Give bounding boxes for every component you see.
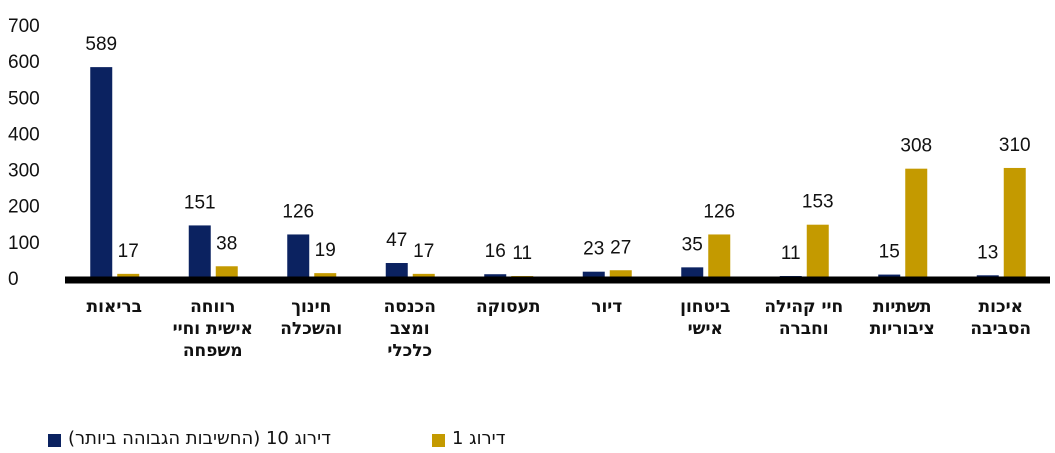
bar xyxy=(708,234,731,280)
x-tick-label: איכות הסביבה xyxy=(970,297,1032,339)
data-label: 126 xyxy=(703,201,735,222)
bar xyxy=(188,225,211,280)
x-tick-label: בריאות xyxy=(86,297,142,317)
x-tick-label: חיי קהילה וחברה xyxy=(764,297,844,339)
data-label: 27 xyxy=(610,237,631,258)
data-label: 11 xyxy=(512,243,532,264)
y-tick-label: 700 xyxy=(8,16,40,37)
legend-swatch xyxy=(48,434,61,447)
x-tick-label: רווחה אישית וחיי משפחה xyxy=(172,297,253,361)
bar xyxy=(287,234,310,280)
bar xyxy=(90,67,113,281)
legend-swatch xyxy=(432,434,445,447)
data-label: 17 xyxy=(413,241,434,262)
data-label: 310 xyxy=(999,135,1031,156)
data-label: 15 xyxy=(879,242,900,263)
x-tick-label: דיור xyxy=(591,297,623,317)
x-tick-label: ביטחון אישי xyxy=(680,297,731,339)
y-tick-label: 200 xyxy=(8,197,40,218)
bar xyxy=(385,263,408,280)
data-label: 17 xyxy=(118,241,139,262)
y-tick-label: 400 xyxy=(8,124,40,145)
y-tick-label: 300 xyxy=(8,161,40,182)
y-tick-label: 0 xyxy=(8,269,19,290)
data-label: 589 xyxy=(85,34,117,55)
data-label: 47 xyxy=(386,230,407,251)
data-label: 23 xyxy=(583,239,604,260)
data-label: 38 xyxy=(216,233,237,254)
y-tick-label: 500 xyxy=(8,88,40,109)
data-label: 16 xyxy=(485,241,506,262)
data-label: 11 xyxy=(781,243,801,264)
bar xyxy=(905,168,928,280)
data-label: 126 xyxy=(282,201,314,222)
data-label: 308 xyxy=(900,136,932,157)
x-tick-label: תשתיות ציבוריות xyxy=(869,297,935,339)
bar xyxy=(609,270,632,280)
x-tick-label: תעסוקה xyxy=(475,297,541,317)
bar xyxy=(1003,167,1026,280)
data-label: 35 xyxy=(682,234,703,255)
data-label: 153 xyxy=(802,192,834,213)
legend-label: דירוג 1 xyxy=(452,428,506,449)
y-tick-label: 600 xyxy=(8,52,40,73)
data-label: 19 xyxy=(315,240,336,261)
x-tick-label: הכנסה ומצב כלכלי xyxy=(383,297,436,361)
legend-label: דירוג 10 (החשיבות הגבוהה ביותר) xyxy=(68,428,331,449)
y-tick-label: 100 xyxy=(8,233,40,254)
data-label: 151 xyxy=(184,192,216,213)
x-tick-label: חינוך והשכלה xyxy=(280,297,343,339)
data-label: 13 xyxy=(977,242,998,263)
bar xyxy=(806,224,829,280)
bar xyxy=(582,271,605,280)
